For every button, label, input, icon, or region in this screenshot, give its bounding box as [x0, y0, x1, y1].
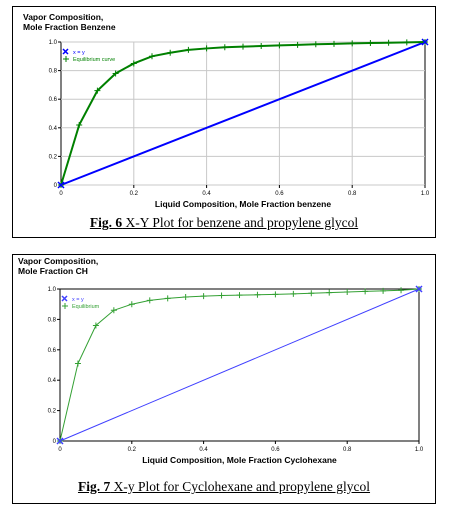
data-point-equilibrium	[272, 291, 279, 298]
figure-caption-text: X-y Plot for Cyclohexane and propylene g…	[110, 479, 371, 494]
data-point-equilibrium	[185, 46, 192, 53]
x-tick-label: 1.0	[421, 191, 430, 197]
x-tick-label: 0	[59, 191, 63, 197]
figure-caption-text: X-Y Plot for benzene and propylene glyco…	[122, 215, 359, 230]
data-point-equilibrium	[110, 307, 117, 314]
x-tick-label: 0.6	[271, 447, 280, 453]
xy-chart-cyclohexane: 0 0.2 0.4 0.6 0.8 1.0 0 0.2 0.4 0.6 0.8 1.0 Liquid C…	[48, 285, 424, 465]
data-point-equilibrium	[254, 291, 261, 298]
xy-chart-benzene: 0 0.2 0.4 0.6 0.8 1.0 0 0.2 0.4 0.6 0.8 1.0 Liquid C…	[49, 38, 430, 209]
data-point-equilibrium	[308, 290, 315, 297]
data-point-x-equals-y	[57, 181, 65, 189]
x-axis-label: Liquid Composition, Mole Fraction benzen…	[155, 199, 331, 209]
data-point-equilibrium	[380, 287, 387, 294]
data-point-equilibrium	[331, 40, 337, 47]
y-tick-label: 0.2	[49, 154, 58, 160]
data-point-x-equals-y	[56, 437, 64, 445]
data-point-equilibrium	[94, 87, 101, 94]
legend-label: x = y	[72, 297, 84, 303]
x-tick-label: 0.8	[343, 447, 352, 453]
data-point-equilibrium	[290, 290, 297, 297]
x-tick-label: 0	[58, 447, 62, 453]
x-tick-label: 1.0	[415, 447, 424, 453]
y-tick-label: 0.2	[48, 409, 57, 415]
x-tick-label: 0.4	[199, 447, 208, 453]
data-point-equilibrium	[398, 287, 405, 294]
data-point-equilibrium	[236, 292, 243, 299]
data-point-equilibrium	[74, 360, 81, 367]
data-point-equilibrium	[167, 49, 174, 56]
data-point-equilibrium	[349, 40, 356, 47]
y-tick-label: 0	[54, 183, 58, 189]
data-point-equilibrium	[130, 60, 137, 67]
data-point-equilibrium	[326, 289, 333, 296]
data-point-equilibrium	[276, 42, 283, 49]
data-point-equilibrium	[203, 45, 210, 52]
data-point-equilibrium	[128, 301, 135, 308]
data-point-x-equals-y	[421, 38, 429, 46]
data-point-equilibrium	[367, 40, 374, 47]
x-tick-label: 0.8	[348, 191, 357, 197]
x-tick-label: 0.4	[202, 191, 211, 197]
data-point-x-equals-y	[415, 285, 423, 293]
data-point-equilibrium	[149, 53, 155, 60]
data-point-equilibrium	[385, 39, 392, 46]
y-title-line2: Mole Fraction CH	[18, 266, 88, 276]
series-line-x-equals-y	[60, 41, 426, 186]
y-tick-label: 0.6	[48, 348, 57, 354]
figure-caption: Fig. 7 X-y Plot for Cyclohexane and prop…	[13, 479, 435, 495]
y-tick-label: 0	[53, 439, 57, 445]
y-tick-label: 1.0	[49, 40, 58, 46]
legend-label: x = y	[73, 50, 85, 56]
data-point-equilibrium	[92, 322, 99, 329]
legend-label: Equilibrium	[72, 304, 100, 310]
x-axis-label: Liquid Composition, Mole Fraction Cycloh…	[142, 455, 337, 465]
legend-marker-x-equals-y	[61, 295, 68, 302]
data-point-equilibrium	[403, 39, 410, 46]
data-point-equilibrium	[240, 43, 246, 50]
legend-label: Equilibrium curve	[73, 57, 115, 63]
y-tick-label: 0.8	[49, 69, 58, 75]
data-point-equilibrium	[182, 294, 189, 301]
figure-caption: Fig. 6 X-Y Plot for benzene and propylen…	[13, 215, 435, 231]
y-tick-label: 0.8	[48, 317, 57, 323]
data-point-equilibrium	[200, 293, 207, 300]
data-point-equilibrium	[312, 41, 319, 48]
y-axis-title: Vapor Composition, Mole Fraction CH	[18, 256, 98, 276]
legend-marker-equilibrium	[62, 303, 68, 309]
data-point-equilibrium	[344, 289, 351, 296]
plot-frame	[59, 288, 420, 442]
figure-6: Vapor Composition, Mole Fraction Benzene…	[12, 6, 436, 238]
figure-number: Fig. 7	[77, 479, 111, 494]
y-tick-label: 1.0	[48, 287, 57, 293]
legend-marker-equilibrium	[63, 56, 69, 62]
data-point-equilibrium	[218, 292, 225, 299]
legend-marker-x-equals-y	[62, 48, 69, 55]
y-tick-label: 0.6	[49, 97, 58, 103]
data-point-equilibrium	[294, 41, 301, 48]
data-point-equilibrium	[112, 70, 119, 77]
x-tick-label: 0.6	[275, 191, 284, 197]
x-tick-label: 0.2	[128, 447, 137, 453]
series-line-x-equals-y	[59, 288, 420, 442]
y-title-line1: Vapor Composition,	[18, 256, 99, 266]
figure-number: Fig. 6	[89, 215, 123, 230]
y-tick-label: 0.4	[48, 378, 57, 384]
data-point-equilibrium	[362, 288, 369, 295]
y-title-line2: Mole Fraction Benzene	[23, 22, 116, 32]
y-title-line1: Vapor Composition,	[23, 12, 104, 22]
data-point-equilibrium	[258, 43, 265, 50]
data-point-equilibrium	[164, 295, 171, 302]
x-tick-label: 0.2	[130, 191, 139, 197]
figure-7: Vapor Composition, Mole Fraction CH 0 0.2…	[12, 254, 436, 504]
data-point-equilibrium	[146, 297, 153, 304]
data-point-equilibrium	[221, 44, 228, 51]
y-axis-title: Vapor Composition, Mole Fraction Benzene	[23, 12, 116, 32]
y-tick-label: 0.4	[49, 126, 58, 132]
data-point-equilibrium	[76, 121, 83, 128]
